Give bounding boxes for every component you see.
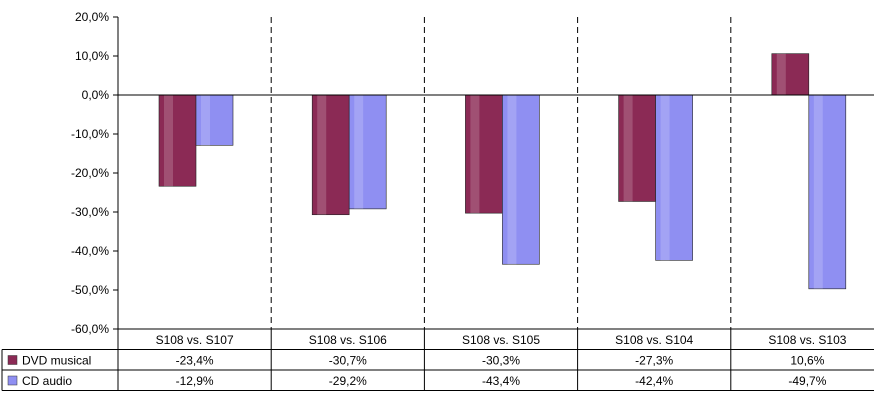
bar-highlight (660, 95, 670, 261)
data-label: -42,4% (635, 374, 673, 388)
y-tick-label: -30,0% (71, 205, 109, 219)
x-tick-label: S108 vs. S105 (462, 333, 540, 347)
axes (117, 17, 874, 329)
legend-swatch (7, 355, 18, 365)
bar-highlight (201, 95, 210, 146)
bar-cd-audio (348, 94, 387, 210)
bar-highlight (164, 95, 173, 187)
data-label: -29,2% (329, 374, 367, 388)
data-label: -23,4% (176, 354, 214, 368)
data-label: -12,9% (176, 374, 214, 388)
bar-cd-audio (502, 94, 540, 265)
legend-label: CD audio (22, 374, 72, 388)
y-tick-label: -50,0% (71, 283, 109, 297)
data-label: -49,7% (788, 374, 826, 388)
y-tick-label: 20,0% (75, 10, 109, 24)
bar-highlight (317, 95, 327, 215)
bar-dvd-musical (771, 53, 810, 96)
data-label: -30,3% (482, 354, 520, 368)
bar-highlight (776, 53, 786, 95)
category-separators (270, 17, 732, 329)
bar-dvd-musical (158, 94, 197, 187)
bar-dvd-musical (465, 94, 503, 214)
bar-dvd-musical (311, 94, 350, 216)
legend-swatch (7, 375, 18, 386)
x-tick-label: S108 vs. S104 (615, 333, 693, 347)
data-label: -30,7% (329, 354, 367, 368)
bar-cd-audio (195, 94, 234, 146)
y-tick-label: -60,0% (71, 322, 109, 336)
bar-cd-audio (808, 94, 847, 290)
data-label: -43,4% (482, 374, 520, 388)
bar-highlight (354, 95, 364, 209)
bar-cd-audio (655, 94, 693, 261)
bar-highlight (623, 95, 633, 202)
bar-highlight (813, 95, 823, 289)
bar-highlight (507, 95, 517, 265)
x-tick-label: S108 vs. S107 (156, 333, 234, 347)
x-tick-label: S108 vs. S106 (309, 333, 387, 347)
data-label: -27,3% (635, 354, 673, 368)
legend-label: DVD musical (22, 354, 91, 368)
data-table: S108 vs. S107 S108 vs. S106 S108 vs. S105 S… (1, 328, 874, 391)
y-axis: 20,0% 10,0% 0,0% -10,0% -20,0% -30,0% -40,0% -5… (71, 10, 118, 336)
bar-highlight (470, 95, 480, 214)
y-tick-label: 10,0% (75, 49, 109, 63)
bar-dvd-musical (618, 94, 656, 202)
data-label: 10,6% (790, 354, 824, 368)
y-tick-label: -20,0% (71, 166, 109, 180)
y-tick-label: 0,0% (82, 88, 110, 102)
y-tick-label: -40,0% (71, 244, 109, 258)
bars (158, 53, 847, 290)
y-tick-label: -10,0% (71, 127, 109, 141)
x-tick-label: S108 vs. S103 (768, 333, 846, 347)
